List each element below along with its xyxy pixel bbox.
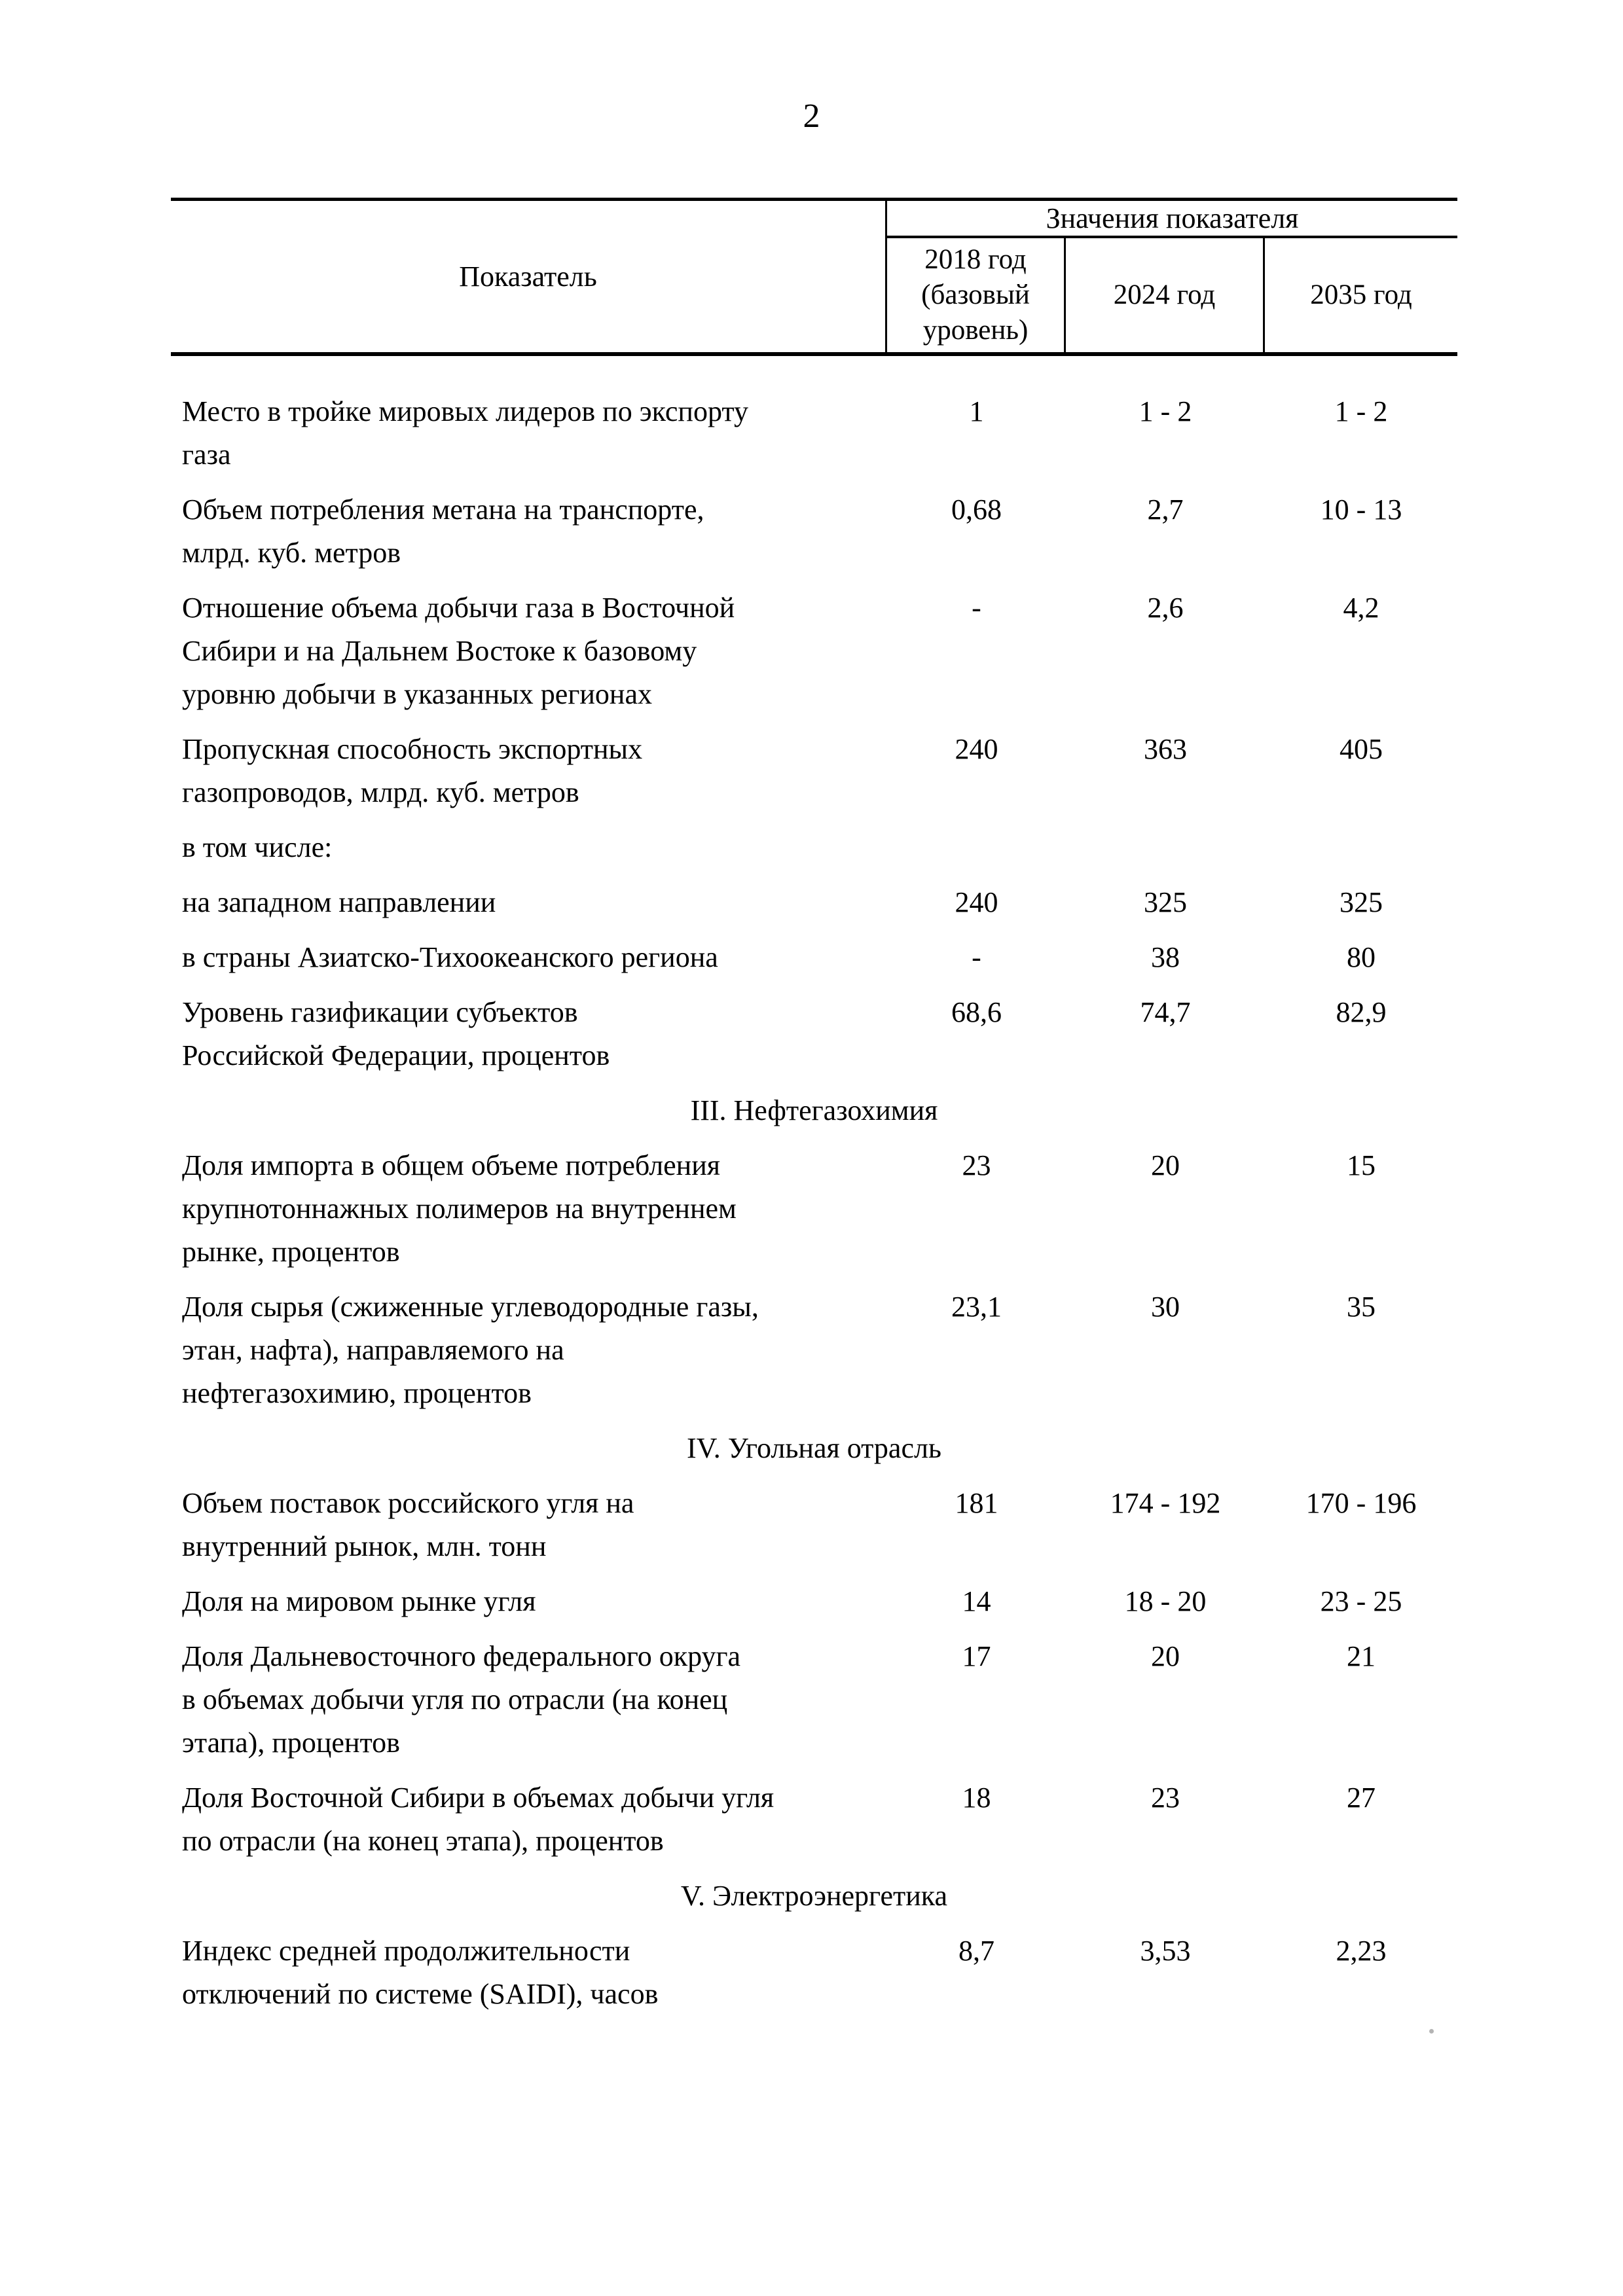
table-row: Доля импорта в общем объеме потребления … [171,1144,1457,1274]
row-value-2035: 170 - 196 [1305,1487,1417,1519]
row-value-2024: 325 [1144,886,1187,918]
row-value-2018: 8,7 [958,1935,994,1967]
row-value-2024: 74,7 [1140,996,1191,1028]
row-value-2035: 4,2 [1343,592,1379,624]
row-value-2024: 2,6 [1147,592,1184,624]
row-value-2035: 1 - 2 [1334,395,1388,427]
row-indicator-label: Индекс средней продолжительности отключе… [182,1935,659,2010]
table-header: Показатель Значения показателя 2018 год … [171,198,1457,356]
row-value-2035: 23 - 25 [1320,1585,1402,1617]
row-value-2018: - [972,941,981,973]
row-indicator-label: Уровень газификации субъектов Российской… [182,996,610,1071]
table-row: Доля сырья (сжиженные углеводородные газ… [171,1285,1457,1415]
header-values-group: Значения показателя 2018 год (базовый ур… [887,201,1457,352]
row-value-2035: 35 [1347,1291,1376,1323]
row-indicator-label: в страны Азиатско-Тихоокеанского региона [182,941,718,973]
row-value-2035: 325 [1340,886,1383,918]
table-row: на западном направлении 240 325 325 [171,881,1457,924]
row-value-2018: 18 [962,1782,991,1814]
row-value-2018: 23 [962,1149,991,1181]
row-value-2018: 240 [955,733,998,765]
header-col-2024: 2024 год [1066,238,1265,352]
table-row: Доля Восточной Сибири в объемах добычи у… [171,1776,1457,1863]
table-row: Индекс средней продолжительности отключе… [171,1929,1457,2016]
row-value-2024: 1 - 2 [1139,395,1192,427]
indicators-table: Показатель Значения показателя 2018 год … [171,198,1457,2016]
table-row: в том числе: [171,826,1457,869]
row-value-2024: 20 [1151,1149,1180,1181]
header-year-columns: 2018 год (базовый уровень) 2024 год 2035… [887,238,1457,352]
table-row: Отношение объема добычи газа в Восточной… [171,586,1457,716]
row-indicator-label: Доля импорта в общем объеме потребления … [182,1149,737,1268]
row-value-2018: 240 [955,886,998,918]
row-value-2035: 10 - 13 [1320,493,1402,526]
section-header: IV. Угольная отрасль [686,1432,942,1464]
row-value-2018: - [972,592,981,624]
row-indicator-label: Объем потребления метана на транспорте, … [182,493,704,569]
row-value-2018: 181 [955,1487,998,1519]
section-header: V. Электроэнергетика [680,1880,948,1912]
row-indicator-label: на западном направлении [182,886,496,918]
row-value-2018: 68,6 [951,996,1002,1028]
row-indicator-label: Доля сырья (сжиженные углеводородные газ… [182,1291,759,1409]
row-value-2035: 27 [1347,1782,1376,1814]
row-indicator-label: Отношение объема добычи газа в Восточной… [182,592,735,710]
row-value-2024: 38 [1151,941,1180,973]
header-values-group-title: Значения показателя [887,201,1457,238]
row-value-2024: 23 [1151,1782,1180,1814]
row-indicator-label: в том числе: [182,831,333,863]
row-value-2035: 405 [1340,733,1383,765]
row-value-2024: 363 [1144,733,1187,765]
row-value-2024: 2,7 [1147,493,1184,526]
row-value-2024: 30 [1151,1291,1180,1323]
header-indicator-cell: Показатель [171,201,887,352]
row-value-2018: 14 [962,1585,991,1617]
row-value-2035: 80 [1347,941,1376,973]
row-value-2035: 15 [1347,1149,1376,1181]
row-value-2035: 2,23 [1336,1935,1387,1967]
row-value-2018: 23,1 [951,1291,1002,1323]
table-row: Уровень газификации субъектов Российской… [171,991,1457,1077]
table-row: Пропускная способность экспортных газопр… [171,728,1457,814]
table-row: Доля Дальневосточного федерального округ… [171,1635,1457,1765]
row-indicator-label: Доля на мировом рынке угля [182,1585,536,1617]
row-value-2024: 174 - 192 [1110,1487,1221,1519]
section-header: III. Нефтегазохимия [690,1094,938,1126]
table-body: Место в тройке мировых лидеров по экспор… [171,390,1457,2016]
header-col-2018: 2018 год (базовый уровень) [887,238,1066,352]
row-value-2018: 0,68 [951,493,1002,526]
row-value-2024: 20 [1151,1640,1180,1672]
table-row: Доля на мировом рынке угля 14 18 - 20 23 - … [171,1580,1457,1623]
table-row: Объем поставок российского угля на внутр… [171,1482,1457,1568]
row-value-2035: 82,9 [1336,996,1387,1028]
row-indicator-label: Доля Восточной Сибири в объемах добычи у… [182,1782,775,1857]
row-indicator-label: Доля Дальневосточного федерального округ… [182,1640,741,1759]
row-value-2018: 17 [962,1640,991,1672]
row-indicator-label: Пропускная способность экспортных газопр… [182,733,643,808]
row-indicator-label: Объем поставок российского угля на внутр… [182,1487,634,1562]
header-col-2035: 2035 год [1310,279,1412,310]
row-value-2035: 21 [1347,1640,1376,1672]
page-number: 2 [803,98,820,135]
scan-artifact-dot [1429,2029,1434,2034]
row-indicator-label: Место в тройке мировых лидеров по экспор… [182,395,749,471]
table-row: Объем потребления метана на транспорте, … [171,488,1457,575]
row-value-2018: 1 [969,395,984,427]
row-value-2024: 18 - 20 [1124,1585,1207,1617]
table-row: в страны Азиатско-Тихоокеанского региона… [171,936,1457,979]
row-value-2024: 3,53 [1140,1935,1191,1967]
table-row: Место в тройке мировых лидеров по экспор… [171,390,1457,476]
